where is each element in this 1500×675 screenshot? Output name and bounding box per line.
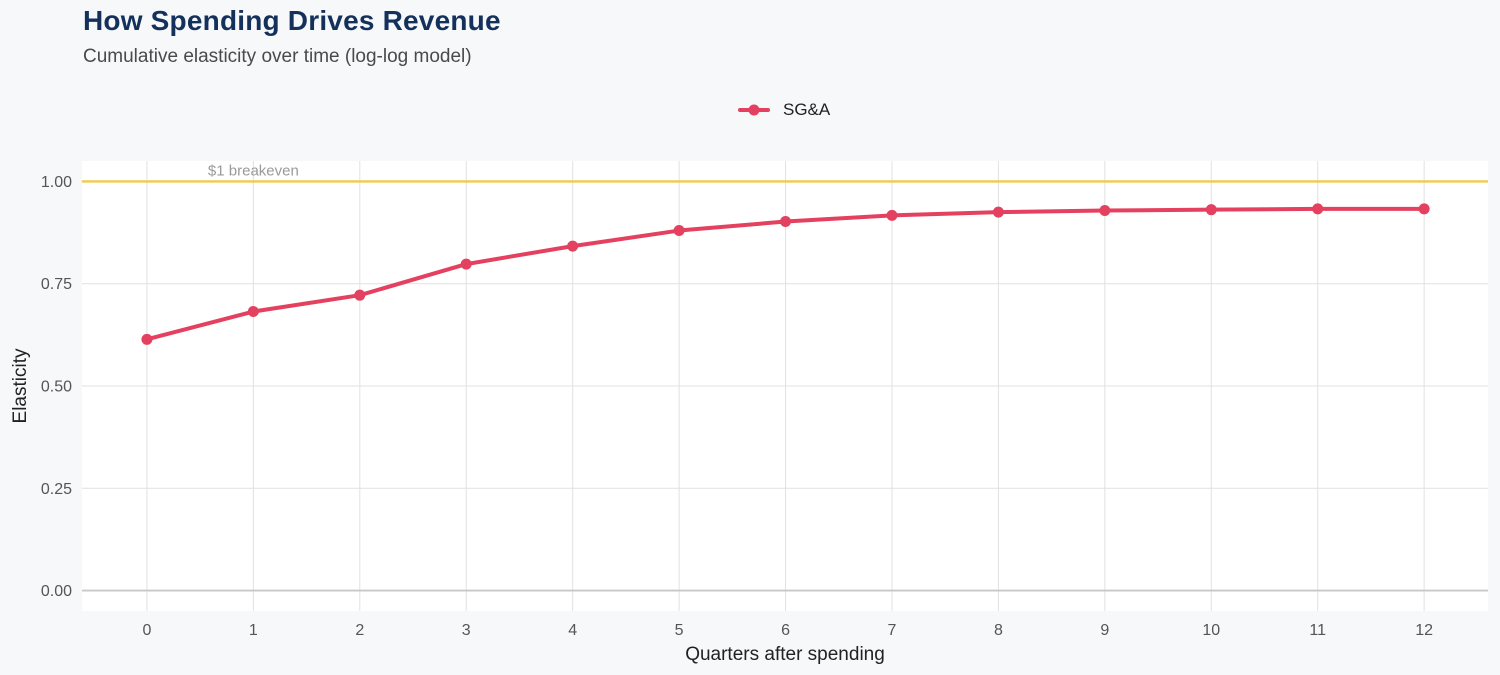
- data-point-q9: [1099, 205, 1111, 216]
- y-tick-label-0.75: 0.75: [41, 276, 72, 293]
- y-axis-title: Elasticity: [10, 348, 31, 423]
- x-tick-label-12: 12: [1415, 622, 1433, 639]
- data-point-q4: [567, 240, 579, 252]
- data-point-q7: [886, 209, 898, 221]
- legend-key-sga: [738, 104, 770, 116]
- x-tick-label-7: 7: [888, 622, 897, 639]
- chart-subtitle: Cumulative elasticity over time (log-log…: [83, 46, 472, 67]
- data-point-q5: [673, 225, 685, 237]
- legend-label-sga: SG&A: [783, 100, 831, 119]
- x-tick-label-10: 10: [1202, 622, 1220, 639]
- data-point-q1: [247, 306, 259, 318]
- x-tick-label-6: 6: [781, 622, 790, 639]
- x-tick-label-9: 9: [1100, 622, 1109, 639]
- x-axis-title: Quarters after spending: [685, 644, 885, 665]
- x-tick-label-1: 1: [249, 622, 258, 639]
- y-tick-label-0.25: 0.25: [41, 481, 72, 498]
- breakeven-label: $1 breakeven: [208, 162, 299, 179]
- data-point-q2: [354, 289, 366, 301]
- legend: SG&A: [738, 98, 830, 122]
- data-point-q10: [1205, 204, 1217, 216]
- x-tick-label-11: 11: [1309, 622, 1326, 639]
- data-point-q8: [992, 206, 1004, 218]
- x-tick-label-5: 5: [675, 622, 684, 639]
- x-tick-label-3: 3: [462, 622, 471, 639]
- x-tick-label-2: 2: [355, 622, 364, 639]
- y-tick-label-1.00: 1.00: [41, 174, 72, 191]
- data-point-q0: [141, 333, 153, 345]
- y-tick-label-0.00: 0.00: [41, 583, 72, 600]
- data-point-q11: [1312, 203, 1324, 215]
- x-tick-label-0: 0: [142, 622, 151, 639]
- data-point-q6: [780, 216, 792, 228]
- data-point-q3: [460, 258, 472, 270]
- x-tick-label-4: 4: [568, 622, 577, 639]
- chart-title: How Spending Drives Revenue: [83, 5, 501, 36]
- x-tick-label-8: 8: [994, 622, 1003, 639]
- data-point-q12: [1418, 203, 1430, 215]
- y-tick-label-0.50: 0.50: [41, 379, 72, 396]
